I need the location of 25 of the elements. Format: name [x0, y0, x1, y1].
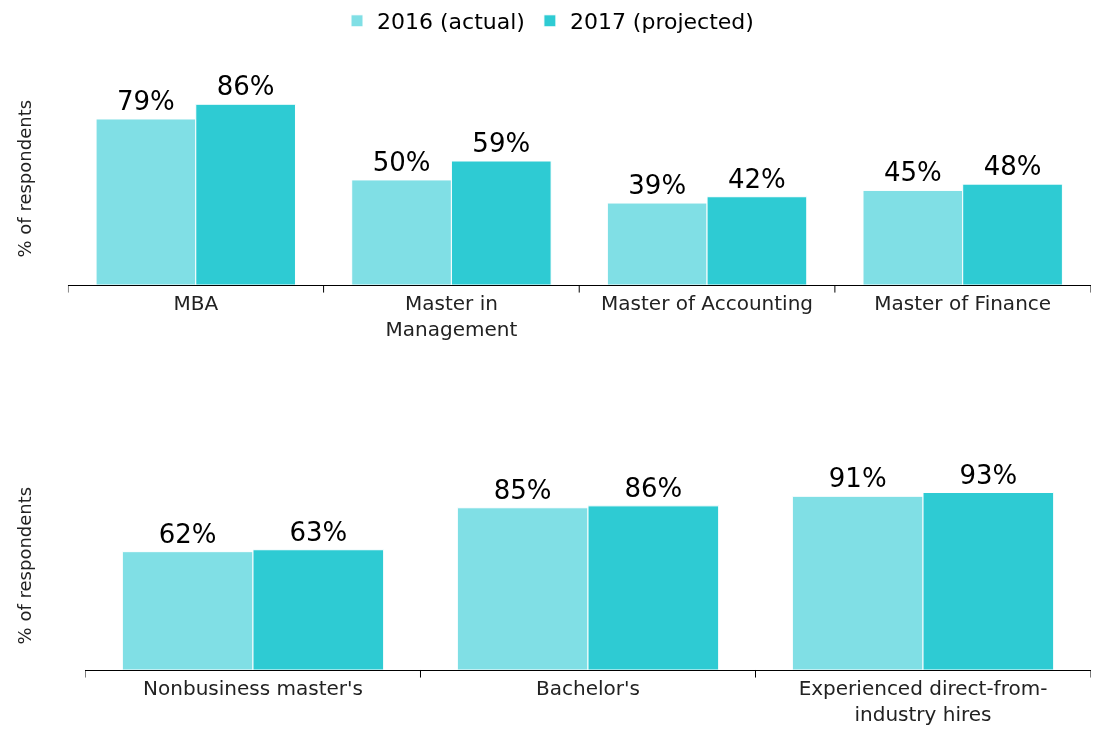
- data-label: 86%: [624, 472, 683, 503]
- y-axis-title: % of respondents: [13, 99, 35, 258]
- x-tick-label: MBA: [173, 291, 219, 316]
- data-label: 45%: [883, 157, 942, 188]
- data-label: 39%: [628, 170, 687, 201]
- data-label: 42%: [728, 163, 786, 194]
- x-tick-label: Master in Management: [385, 291, 518, 342]
- data-label: 63%: [289, 516, 348, 547]
- data-label: 48%: [983, 151, 1042, 182]
- x-tick-label: Bachelor's: [536, 675, 640, 700]
- y-axis-title: % of respondents: [13, 486, 35, 645]
- data-label: 86%: [216, 71, 275, 102]
- legend-label: 2016 (actual): [377, 9, 525, 35]
- data-label: 93%: [959, 459, 1018, 490]
- data-label: 59%: [472, 128, 531, 159]
- x-tick-label: Nonbusiness master's: [143, 675, 363, 700]
- x-tick-label: Experienced direct-from- industry hires: [798, 675, 1048, 726]
- x-tick-label: Master of Finance: [874, 291, 1052, 316]
- data-label: 91%: [828, 463, 887, 494]
- data-label: 79%: [117, 85, 175, 116]
- legend-label: 2017 (projected): [569, 9, 754, 35]
- data-label: 62%: [158, 518, 217, 549]
- data-label: 85%: [493, 474, 552, 505]
- x-tick-label: Master of Accounting: [601, 291, 814, 316]
- data-label: 50%: [372, 146, 431, 177]
